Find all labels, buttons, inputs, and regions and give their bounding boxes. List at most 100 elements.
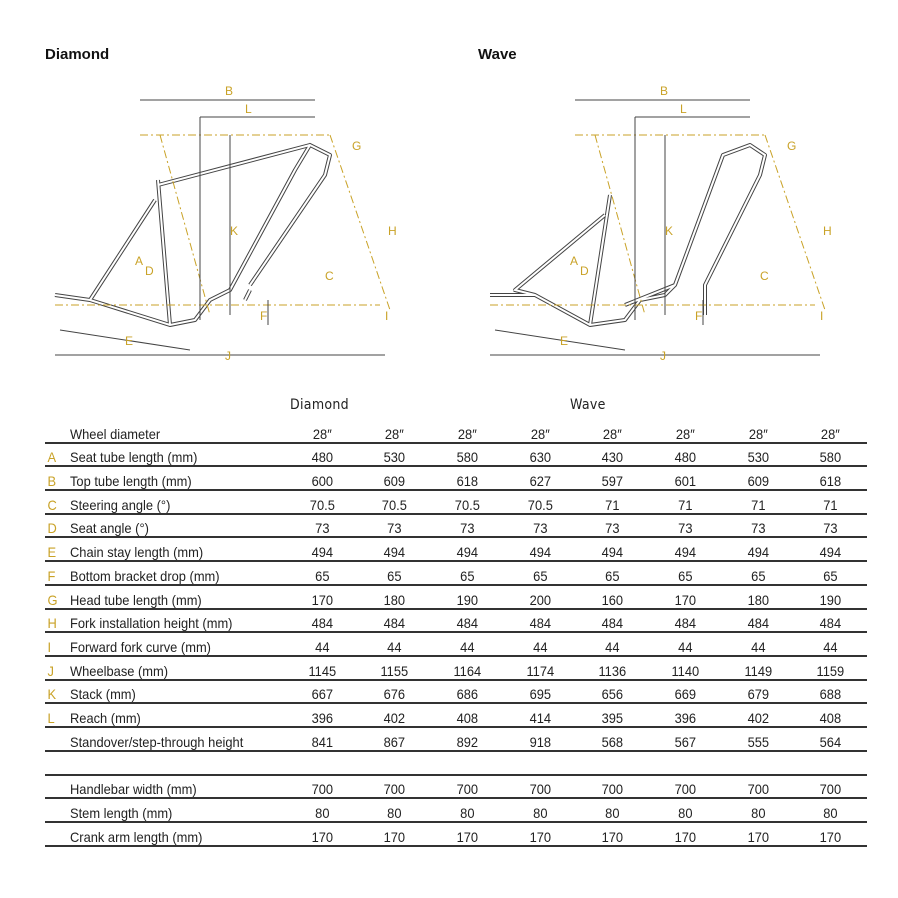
table-cell: 73: [288, 513, 356, 539]
table-cell: 44: [797, 632, 865, 657]
table-cell: 170: [433, 822, 501, 847]
spacer-cell: [77, 750, 835, 776]
table-cell: 73: [433, 513, 501, 539]
table-cell: 73: [506, 513, 574, 539]
table-cell: 484: [288, 608, 356, 634]
diamond-frame-diagram: A B C D E F G H I J K L: [54, 84, 397, 363]
table-cell: 494: [651, 537, 719, 563]
table-cell: 44: [651, 632, 719, 657]
table-row: A Seat tube length (mm) 480 530 580 630 430 480…: [45, 442, 867, 468]
dimension-label: Stack (mm): [69, 679, 277, 705]
dimension-label-g: G: [787, 139, 796, 153]
table-cell: 70.5: [361, 490, 429, 515]
table-cell: 190: [797, 584, 865, 610]
table-cell: 44: [433, 632, 501, 657]
table-cell: 484: [724, 608, 792, 634]
table-cell: 1136: [579, 655, 647, 681]
dimension-label-k: K: [665, 224, 673, 238]
table-cell: 1164: [433, 655, 501, 681]
table-cell: 700: [724, 774, 792, 800]
table-cell: 618: [433, 466, 501, 492]
table-row: Wheel diameter 28″ 28″ 28″ 28″ 28″ 28″ 28″ 28″: [45, 420, 867, 444]
geometry-guide-lines: [55, 134, 391, 316]
dimension-letter: B: [45, 466, 61, 492]
dimension-label: Stem length (mm): [69, 798, 277, 823]
table-cell: 564: [797, 726, 865, 752]
dimension-letter: F: [45, 561, 61, 586]
dimension-label-h: H: [388, 224, 397, 238]
table-cell: 44: [579, 632, 647, 657]
table-cell: 80: [724, 798, 792, 823]
dimension-label-i: I: [385, 309, 388, 323]
dimension-label-b: B: [660, 84, 668, 98]
table-cell: 71: [579, 490, 647, 515]
table-cell: 484: [361, 608, 429, 634]
frame-inner-icon: [490, 143, 767, 327]
table-cell: 700: [433, 774, 501, 800]
table-cell: 28″: [288, 420, 356, 444]
table-cell: 65: [579, 561, 647, 586]
table-row: J Wheelbase (mm) 1145 1155 1164 1174 1136 1140 1…: [45, 655, 867, 681]
table-cell: 28″: [651, 420, 719, 444]
dimension-letter: [45, 798, 61, 823]
table-cell: 1149: [724, 655, 792, 681]
table-cell: 700: [361, 774, 429, 800]
dimension-label-j: J: [225, 349, 231, 363]
dimension-label-l: L: [245, 102, 252, 116]
dimension-label-b: B: [225, 84, 233, 98]
table-cell: 597: [579, 466, 647, 492]
dimension-lines: [55, 99, 385, 356]
dimension-letter: [45, 726, 61, 752]
table-cell: 170: [797, 822, 865, 847]
table-cell: 568: [579, 726, 647, 752]
table-cell: 44: [361, 632, 429, 657]
dimension-label: Bottom bracket drop (mm): [69, 561, 277, 586]
table-cell: 65: [797, 561, 865, 586]
table-row: C Steering angle (°) 70.5 70.5 70.5 70.5 71 71 7…: [45, 490, 867, 515]
table-cell: 28″: [361, 420, 429, 444]
table-cell: 70.5: [506, 490, 574, 515]
table-cell: 70.5: [433, 490, 501, 515]
dimension-letter: K: [45, 679, 61, 705]
table-cell: 28″: [506, 420, 574, 444]
table-cell: 494: [433, 537, 501, 563]
dimension-letter: D: [45, 513, 61, 539]
dimension-letter: G: [45, 584, 61, 610]
table-cell: 1155: [361, 655, 429, 681]
dimension-letter: H: [45, 608, 61, 634]
table-row: I Forward fork curve (mm) 44 44 44 44 44 44 44 44: [45, 632, 867, 657]
table-row: L Reach (mm) 396 402 408 414 395 396 402 408: [45, 703, 867, 728]
table-cell: 1159: [797, 655, 865, 681]
dimension-label: Reach (mm): [69, 703, 277, 728]
table-cell: 494: [797, 537, 865, 563]
table-cell: 28″: [797, 420, 865, 444]
dimension-label-g: G: [352, 139, 361, 153]
table-cell: 700: [651, 774, 719, 800]
table-row: G Head tube length (mm) 170 180 190 200 160 170…: [45, 584, 867, 610]
table-cell: 700: [506, 774, 574, 800]
dimension-label-c: C: [760, 269, 769, 283]
table-row: Stem length (mm) 80 80 80 80 80 80 80 80: [45, 798, 867, 823]
table-cell: 44: [288, 632, 356, 657]
table-cell: 80: [651, 798, 719, 823]
table-cell: 73: [651, 513, 719, 539]
table-cell: 600: [288, 466, 356, 492]
table-cell: 494: [361, 537, 429, 563]
table-cell: 700: [797, 774, 865, 800]
table-cell: 567: [651, 726, 719, 752]
dimension-letter: E: [45, 537, 61, 563]
table-row: B Top tube length (mm) 600 609 618 627 597 601 6…: [45, 466, 867, 492]
table-cell: 28″: [579, 420, 647, 444]
table-row: H Fork installation height (mm) 484 484 484 4…: [45, 608, 867, 634]
table-cell: 630: [506, 442, 574, 468]
table-cell: 656: [579, 679, 647, 705]
frame-outline-icon: [54, 143, 332, 327]
table-cell: 408: [797, 703, 865, 728]
dimension-letter: I: [45, 632, 61, 657]
table-cell: 80: [288, 798, 356, 823]
table-cell: 408: [433, 703, 501, 728]
dimension-label: Head tube length (mm): [69, 584, 277, 610]
table-cell: 700: [288, 774, 356, 800]
table-cell: 200: [506, 584, 574, 610]
dimension-label: Handlebar width (mm): [69, 774, 277, 800]
